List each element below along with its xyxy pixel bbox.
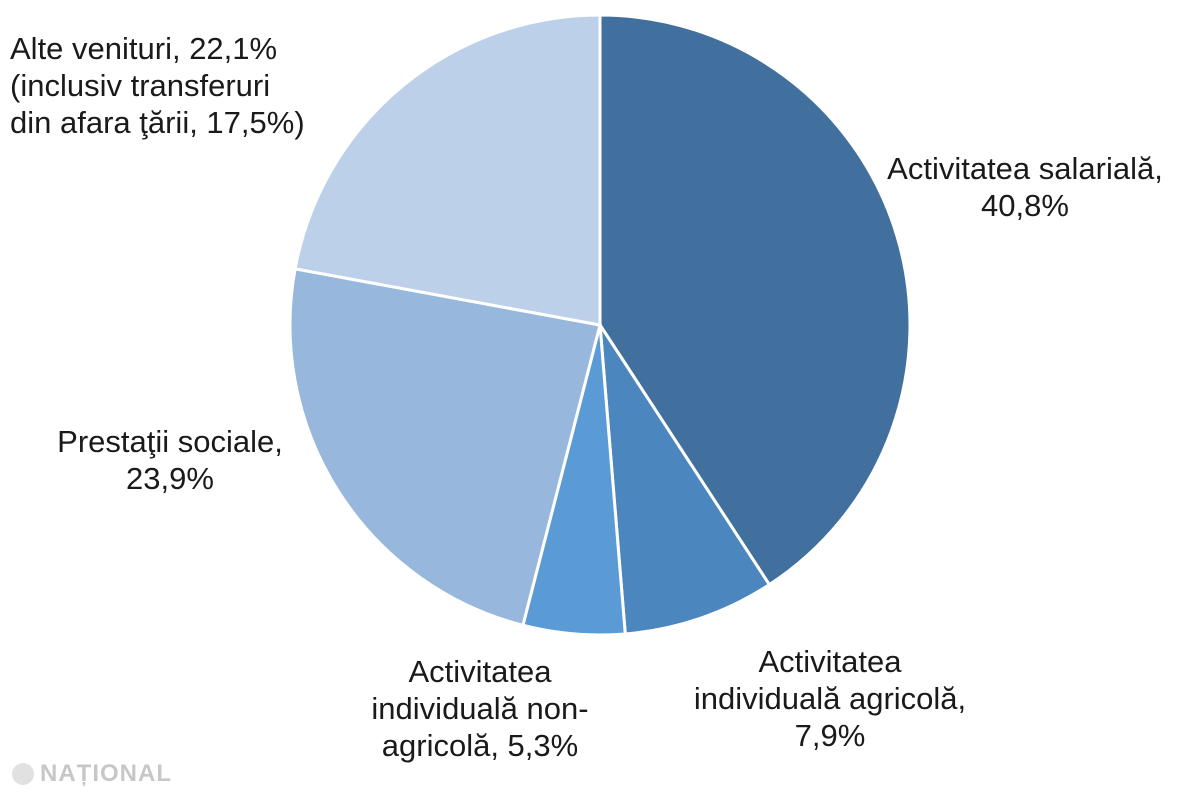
logo-icon [12, 763, 34, 785]
watermark-text: NAȚIONAL [40, 760, 172, 787]
label-prestatii-sociale: Prestaţii sociale, 23,9% [10, 423, 330, 497]
label-line: Activitatea salarială, [887, 151, 1163, 186]
label-line: individuală non- [371, 691, 589, 726]
label-line: Activitatea [758, 644, 902, 679]
label-line: (inclusiv transferuri [10, 68, 271, 103]
watermark-logo: NAȚIONAL [12, 760, 172, 788]
label-activitatea-individuala-agricola: Activitatea individuală agricolă, 7,9% [650, 643, 1010, 754]
label-line: Prestaţii sociale, [57, 424, 283, 459]
label-alte-venituri: Alte venituri, 22,1% (inclusiv transferu… [10, 30, 340, 141]
label-line: 40,8% [981, 188, 1069, 223]
label-line: Alte venituri, 22,1% [10, 31, 278, 66]
label-line: Activitatea [408, 654, 552, 689]
label-line: din afara ţării, 17,5%) [10, 105, 305, 140]
label-activitatea-individuala-non-agricola: Activitatea individuală non- agricolă, 5… [300, 653, 660, 764]
label-line: individuală agricolă, [693, 681, 967, 716]
label-activitatea-salariala: Activitatea salarială, 40,8% [850, 150, 1200, 224]
pie-slice-3 [288, 267, 602, 628]
label-line: 7,9% [794, 718, 866, 753]
pie-slice-4 [293, 13, 602, 327]
label-line: agricolă, 5,3% [381, 728, 579, 763]
label-line: 23,9% [126, 461, 214, 496]
pie-slice-1 [598, 324, 772, 636]
